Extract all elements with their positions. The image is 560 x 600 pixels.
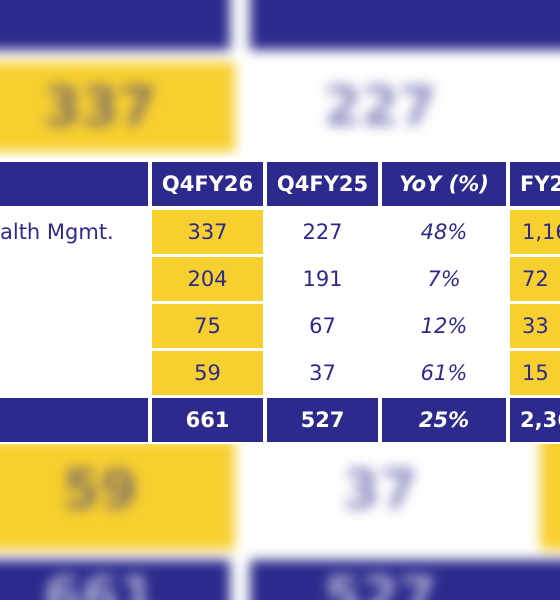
total-q4fy26: 661 — [152, 398, 263, 442]
header-label-cell — [0, 162, 148, 206]
cell-q4fy26: 59 — [152, 351, 263, 395]
total-yoy: 25% — [382, 398, 506, 442]
cell-yoy: 12% — [420, 314, 468, 338]
total-q4fy25: 527 — [267, 398, 378, 442]
cell-fy: 15 — [510, 351, 560, 395]
row-label — [0, 351, 148, 395]
row-label — [0, 257, 148, 301]
total-label-cell — [0, 398, 148, 442]
total-fy: 2,36 — [510, 398, 560, 442]
financial-table: Q4FY26 Q4FY25 YoY (%) FY2 alth Mgmt. 337… — [0, 158, 560, 444]
header-fy: FY2 — [510, 162, 560, 206]
cell-fy: 72 — [510, 257, 560, 301]
cell-q4fy25: 227 — [302, 220, 343, 244]
row-label — [0, 304, 148, 348]
cell-q4fy25: 67 — [309, 314, 336, 338]
cell-q4fy26: 204 — [152, 257, 263, 301]
cell-q4fy26: 75 — [152, 304, 263, 348]
row-label: alth Mgmt. — [0, 220, 114, 244]
cell-yoy: 7% — [427, 267, 461, 291]
cell-q4fy25: 37 — [309, 361, 336, 385]
cell-fy: 1,16 — [510, 210, 560, 254]
cell-yoy: 61% — [420, 361, 468, 385]
header-yoy: YoY (%) — [382, 162, 506, 206]
cell-q4fy26: 337 — [152, 210, 263, 254]
cell-q4fy25: 191 — [302, 267, 343, 291]
cell-yoy: 48% — [420, 220, 468, 244]
header-q4fy25: Q4FY25 — [267, 162, 378, 206]
cell-fy: 33 — [510, 304, 560, 348]
header-q4fy26: Q4FY26 — [152, 162, 263, 206]
